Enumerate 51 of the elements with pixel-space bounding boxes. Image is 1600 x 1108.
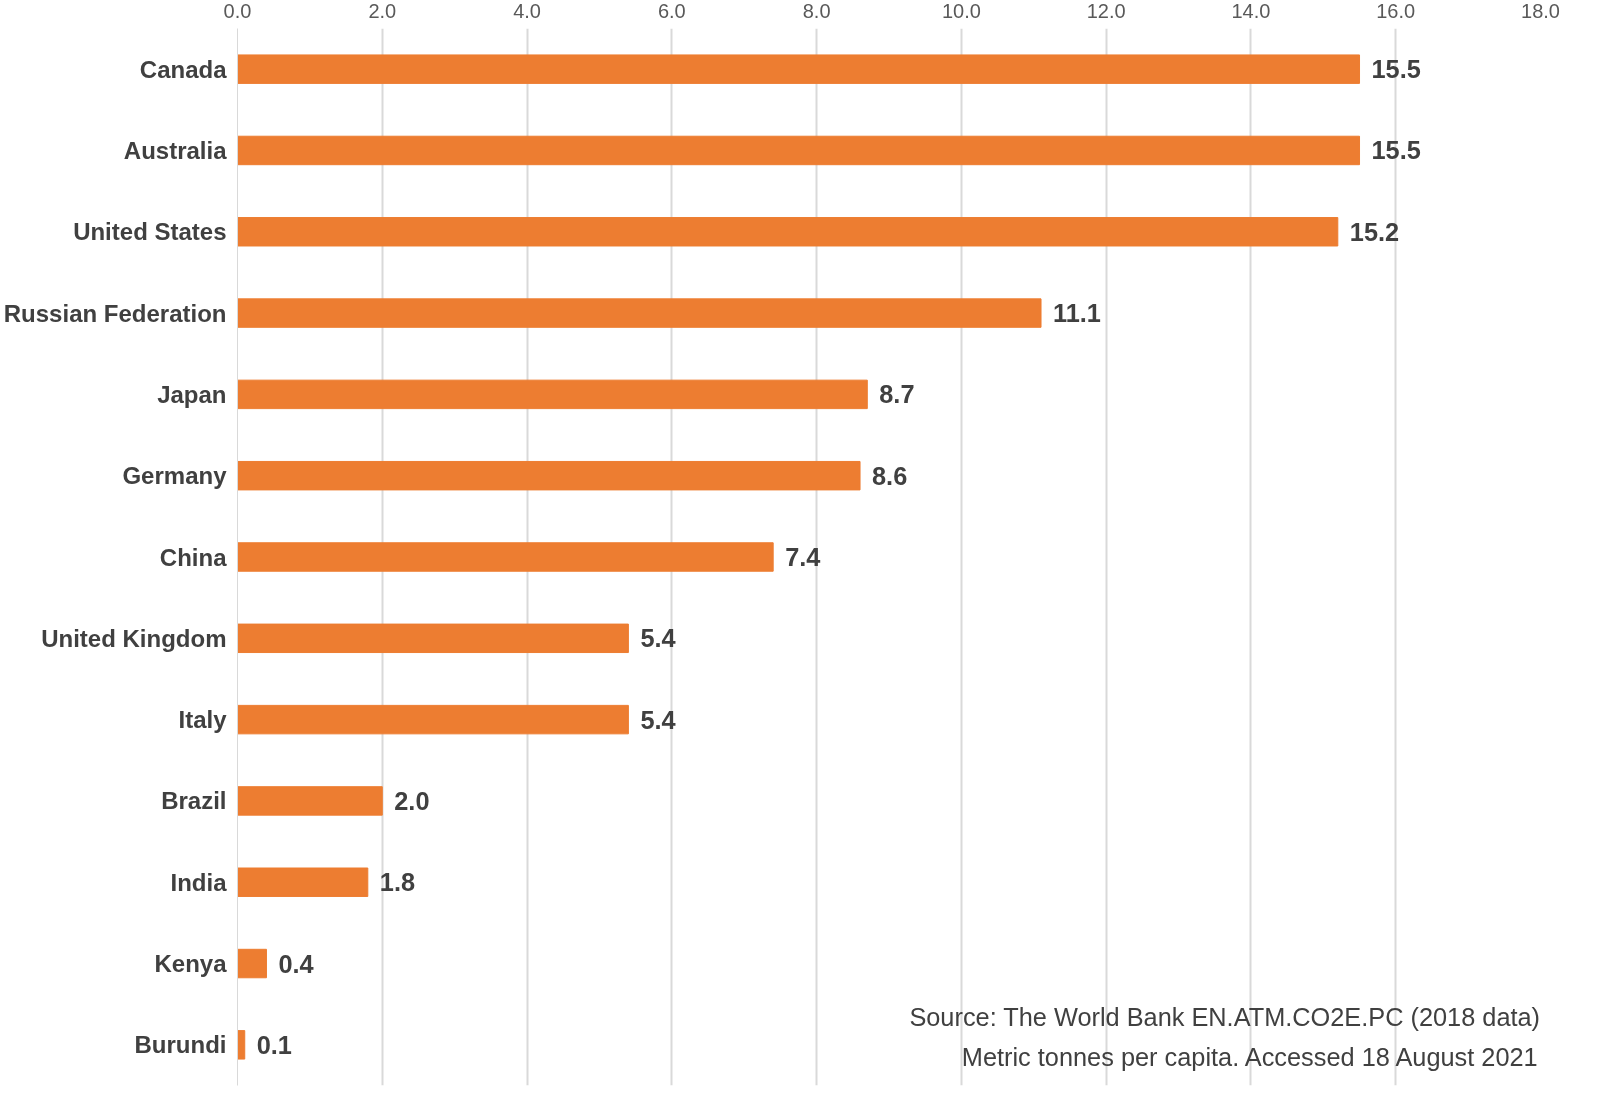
bar	[237, 786, 383, 816]
data-label: 5.4	[640, 705, 676, 734]
x-tick-label: 2.0	[368, 0, 397, 22]
bar	[237, 298, 1042, 328]
y-tick-label: Australia	[123, 136, 228, 164]
annotation: Source: The World Bank EN.ATM.CO2E.PC (2018 data)	[909, 1002, 1541, 1031]
y-tick-label: Brazil	[161, 787, 227, 815]
y-tick-label: China	[159, 543, 228, 571]
y-tick-label: Germany	[122, 462, 228, 490]
x-tick-label: 12.0	[1086, 0, 1126, 22]
data-label: 5.4	[640, 624, 676, 653]
data-label: 7.4	[785, 543, 821, 571]
data-label: 0.4	[278, 949, 314, 978]
bar	[237, 379, 868, 410]
x-tick-label: 0.0	[223, 0, 252, 22]
x-tick-label: 10.0	[941, 0, 981, 22]
x-tick-label: 4.0	[513, 0, 541, 22]
y-tick-label: India	[170, 868, 228, 896]
y-tick-label: Italy	[178, 706, 228, 734]
bar	[237, 623, 629, 654]
x-tick-label: 14.0	[1231, 0, 1271, 22]
bar	[237, 54, 1361, 84]
data-label: 8.7	[879, 380, 915, 409]
bar	[237, 217, 1339, 247]
data-label: 11.1	[1053, 299, 1101, 328]
y-tick-label: Burundi	[134, 1031, 227, 1059]
data-label: 1.8	[379, 868, 416, 897]
y-tick-label: United States	[73, 218, 227, 246]
bar	[237, 704, 629, 735]
data-label: 0.1	[256, 1030, 292, 1059]
y-tick-label: United Kingdom	[41, 624, 227, 652]
x-tick-label: 18.0	[1521, 0, 1560, 22]
bar	[237, 135, 1361, 166]
y-tick-label: Kenya	[154, 950, 228, 978]
data-label: 8.6	[872, 461, 908, 490]
data-label: 2.0	[394, 786, 430, 815]
x-tick-label: 8.0	[802, 0, 831, 22]
bar	[237, 1030, 246, 1060]
y-tick-label: Japan	[157, 380, 227, 408]
data-label: 15.5	[1371, 55, 1421, 84]
data-label: 15.2	[1349, 217, 1400, 246]
bar	[237, 867, 369, 897]
bar	[237, 948, 267, 979]
annotation: Metric tonnes per capita. Accessed 18 August 2021	[961, 1042, 1538, 1071]
y-tick-label: Russian Federation	[3, 299, 227, 327]
y-tick-label: Canada	[139, 55, 228, 83]
bar	[237, 460, 861, 491]
bar	[237, 542, 774, 572]
data-label: 15.5	[1371, 136, 1421, 165]
x-tick-label: 16.0	[1376, 0, 1416, 22]
x-tick-label: 6.0	[657, 0, 686, 22]
